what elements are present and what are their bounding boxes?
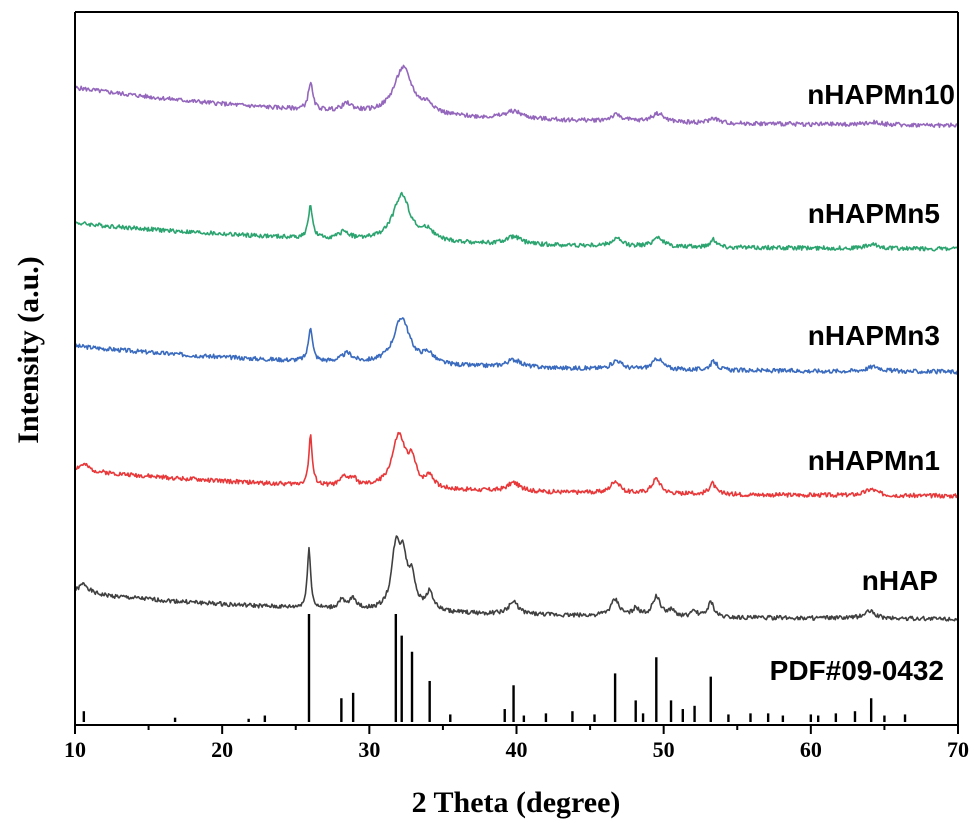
reference-pattern	[82, 614, 907, 722]
x-tick-label: 60	[800, 737, 822, 762]
x-tick-label: 40	[506, 737, 528, 762]
series-label-nhapmn10: nHAPMn10	[807, 79, 955, 110]
y-axis-title: Intensity (a.u.)	[12, 256, 45, 444]
trace-nhapmn10	[74, 64, 959, 129]
x-tick-label: 10	[64, 737, 86, 762]
series-labels: nHAPMn10 nHAPMn5 nHAPMn3 nHAPMn1 nHAP	[807, 79, 955, 596]
xrd-traces	[74, 64, 959, 622]
trace-nhapmn3	[74, 317, 959, 375]
reference-label: PDF#09-0432	[770, 655, 944, 686]
series-label-nhapmn5: nHAPMn5	[808, 198, 940, 229]
series-label-nhap: nHAP	[862, 565, 938, 596]
series-label-nhapmn1: nHAPMn1	[808, 445, 940, 476]
x-tick-label: 20	[211, 737, 233, 762]
x-tick-label: 30	[358, 737, 380, 762]
trace-nhapmn5	[74, 191, 959, 252]
x-ticks: 10 20 30 40 50 60 70	[64, 725, 969, 762]
x-tick-label: 50	[653, 737, 675, 762]
x-tick-label: 70	[947, 737, 969, 762]
trace-nhapmn1	[74, 431, 959, 499]
trace-nhap	[74, 535, 959, 622]
x-axis-title: 2 Theta (degree)	[412, 786, 621, 819]
series-label-nhapmn3: nHAPMn3	[808, 320, 940, 351]
